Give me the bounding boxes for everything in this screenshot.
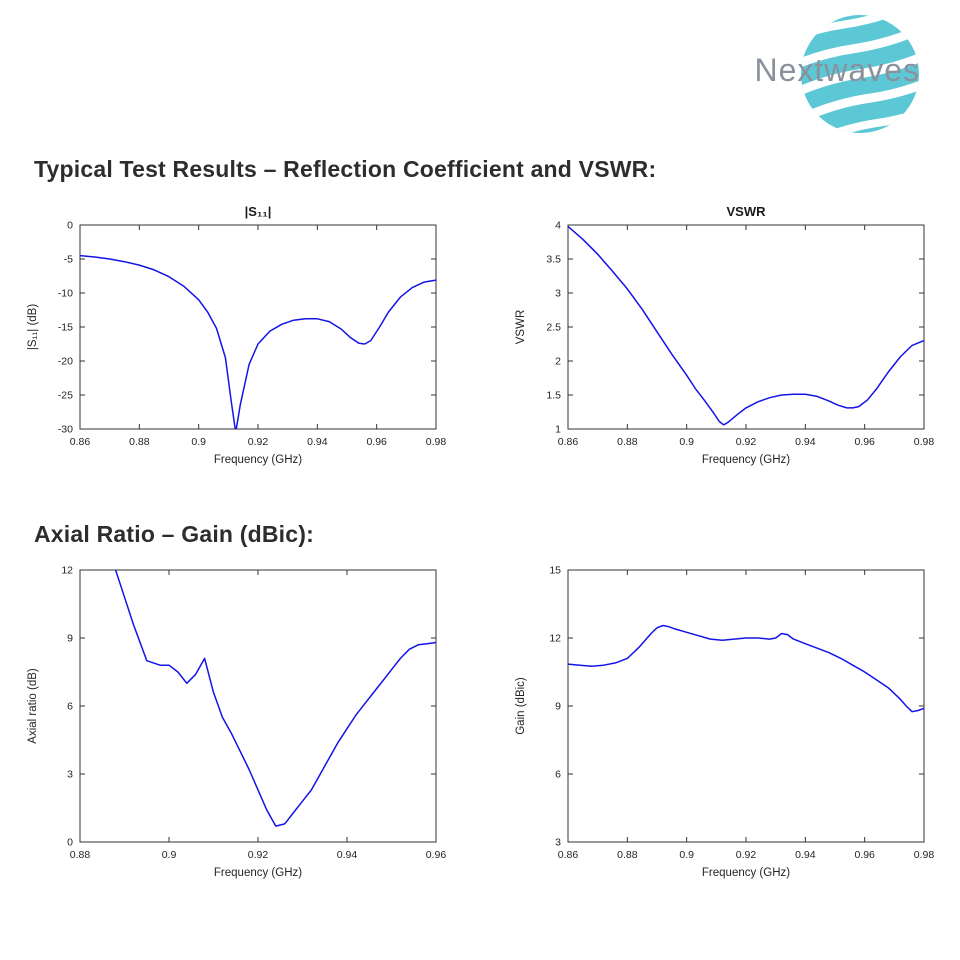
svg-text:0.9: 0.9 — [679, 849, 694, 861]
svg-text:|S₁₁|: |S₁₁| — [245, 204, 272, 219]
svg-text:Gain (dBic): Gain (dBic) — [515, 677, 527, 735]
logo-area: Nextwaves — [0, 0, 960, 142]
svg-text:-5: -5 — [64, 254, 73, 266]
svg-text:0.94: 0.94 — [795, 849, 816, 861]
svg-text:0.96: 0.96 — [854, 436, 875, 448]
svg-text:Frequency (GHz): Frequency (GHz) — [214, 454, 302, 466]
svg-text:4: 4 — [555, 220, 561, 232]
logo-wordmark: Nextwaves — [754, 52, 920, 88]
svg-text:0.94: 0.94 — [337, 849, 358, 861]
svg-text:0.96: 0.96 — [426, 849, 447, 861]
vswr-chart: 0.86 0.88 0.9 0.92 0.94 0.96 0.98 1 1.5 2 2.5 3 3.5 4… — [515, 204, 935, 466]
svg-text:0.96: 0.96 — [366, 436, 387, 448]
axial-ratio-chart: 0.88 0.9 0.92 0.94 0.96 0 3 6 9 12 Frequency (GHz)… — [27, 565, 447, 880]
svg-text:0.88: 0.88 — [617, 436, 638, 448]
svg-text:Frequency (GHz): Frequency (GHz) — [214, 867, 302, 879]
svg-text:Frequency (GHz): Frequency (GHz) — [702, 867, 790, 879]
svg-text:VSWR: VSWR — [727, 204, 767, 219]
section-heading-reflection: Typical Test Results – Reflection Coeffi… — [34, 156, 657, 182]
svg-text:Frequency (GHz): Frequency (GHz) — [702, 454, 790, 466]
charts-row-top: 0.86 0.88 0.9 0.92 0.94 0.96 0.98 -30 -25 -20 -15-… — [0, 197, 960, 475]
svg-text:3: 3 — [555, 837, 561, 849]
svg-text:0.98: 0.98 — [914, 849, 935, 861]
svg-text:0.98: 0.98 — [914, 436, 935, 448]
svg-text:9: 9 — [67, 633, 73, 645]
svg-text:0.9: 0.9 — [191, 436, 206, 448]
svg-text:0.92: 0.92 — [736, 849, 757, 861]
charts-row-bottom: 0.88 0.9 0.92 0.94 0.96 0 3 6 9 12 Frequency (GHz)… — [0, 558, 960, 888]
svg-text:-10: -10 — [58, 288, 73, 300]
svg-text:0: 0 — [67, 837, 73, 849]
svg-text:0.86: 0.86 — [70, 436, 91, 448]
svg-text:1.5: 1.5 — [546, 390, 561, 402]
svg-text:0: 0 — [67, 220, 73, 232]
svg-text:0.88: 0.88 — [70, 849, 91, 861]
svg-text:3: 3 — [555, 288, 561, 300]
svg-text:12: 12 — [549, 633, 561, 645]
svg-text:2.5: 2.5 — [546, 322, 561, 334]
svg-text:0.86: 0.86 — [558, 436, 579, 448]
svg-text:3.5: 3.5 — [546, 254, 561, 266]
nextwaves-logo-icon — [801, 15, 919, 133]
svg-text:Axial ratio (dB): Axial ratio (dB) — [27, 668, 39, 744]
svg-text:0.92: 0.92 — [248, 436, 269, 448]
section-heading-axial-gain: Axial Ratio – Gain (dBic): — [34, 521, 314, 547]
svg-text:0.94: 0.94 — [307, 436, 328, 448]
svg-text:-20: -20 — [58, 356, 73, 368]
svg-text:-15: -15 — [58, 322, 73, 334]
svg-text:0.86: 0.86 — [558, 849, 579, 861]
svg-text:0.94: 0.94 — [795, 436, 816, 448]
svg-text:-25: -25 — [58, 390, 73, 402]
svg-text:2: 2 — [555, 356, 561, 368]
svg-text:1: 1 — [555, 424, 561, 436]
svg-text:0.88: 0.88 — [129, 436, 150, 448]
svg-text:0.98: 0.98 — [426, 436, 447, 448]
svg-text:9: 9 — [555, 701, 561, 713]
svg-text:0.92: 0.92 — [248, 849, 269, 861]
svg-text:12: 12 — [61, 565, 73, 577]
svg-text:15: 15 — [549, 565, 561, 577]
svg-text:0.9: 0.9 — [679, 436, 694, 448]
svg-text:0.88: 0.88 — [617, 849, 638, 861]
svg-text:0.96: 0.96 — [854, 849, 875, 861]
svg-text:6: 6 — [67, 701, 73, 713]
svg-text:6: 6 — [555, 769, 561, 781]
svg-text:0.92: 0.92 — [736, 436, 757, 448]
svg-text:3: 3 — [67, 769, 73, 781]
svg-text:VSWR: VSWR — [515, 310, 527, 345]
svg-text:-30: -30 — [58, 424, 73, 436]
svg-text:0.9: 0.9 — [162, 849, 177, 861]
gain-chart: 0.86 0.88 0.9 0.92 0.94 0.96 0.98 3 6 9 12 15 Freque… — [515, 565, 935, 880]
s11-magnitude-chart: 0.86 0.88 0.9 0.92 0.94 0.96 0.98 -30 -25 -20 -15 -… — [27, 204, 447, 466]
svg-text:|S₁₁| (dB): |S₁₁| (dB) — [27, 304, 39, 350]
